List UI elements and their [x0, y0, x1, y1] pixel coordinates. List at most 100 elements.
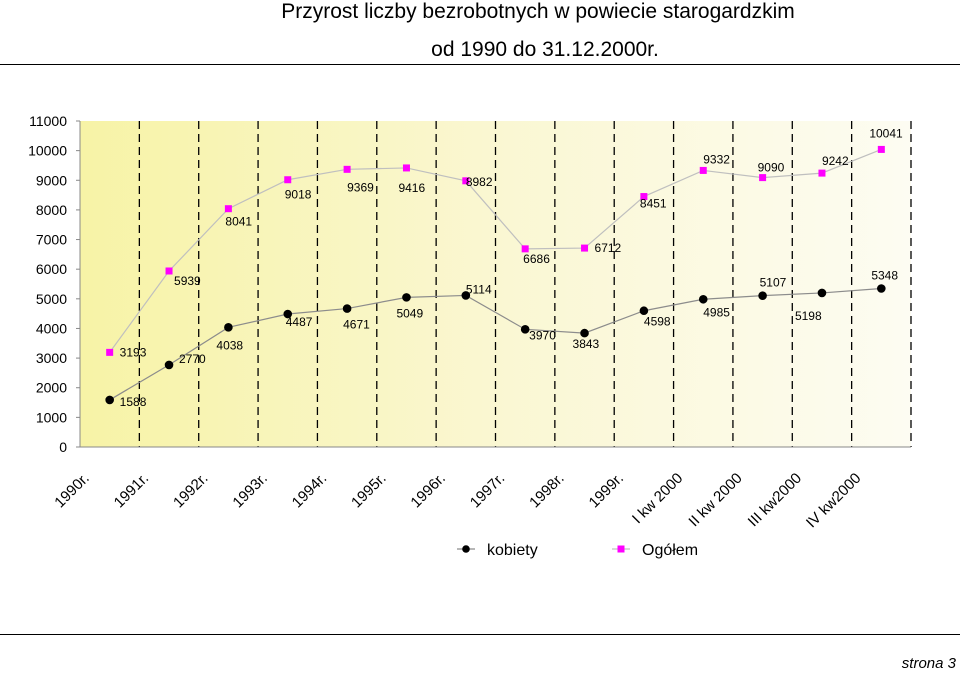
data-point-ogolem: [521, 245, 529, 253]
data-label: 4598: [644, 315, 671, 329]
y-tick-label: 6000: [36, 261, 67, 277]
y-tick-label: 2000: [36, 380, 67, 396]
data-label: 4038: [216, 338, 243, 352]
chart-title-line2: od 1990 do 31.12.2000r.: [431, 38, 659, 61]
bottom-divider: [0, 634, 960, 635]
data-point-kobiety: [342, 304, 352, 313]
data-label: 5939: [174, 274, 201, 288]
legend-item: kobiety: [457, 542, 538, 559]
data-point-ogolem: [165, 267, 173, 275]
x-tick-label: 1992r.: [170, 470, 212, 512]
x-tick-label: I kw 2000: [629, 470, 686, 527]
data-label: 2770: [179, 352, 206, 366]
x-tick-label: 1993r.: [229, 470, 271, 512]
chart-title-line1: Przyrost liczby bezrobotnych w powiecie …: [281, 0, 795, 23]
data-label: 9242: [822, 154, 849, 168]
data-point-ogolem: [462, 177, 470, 185]
x-axis: 1990r. 1991r. 1992r. 1993r. 1994r. 1995r. 1996…: [51, 446, 911, 532]
y-tick-label: 3000: [36, 350, 67, 366]
data-label: 5348: [871, 269, 898, 283]
y-tick-label: 1000: [36, 409, 67, 425]
page-footer: strona 3: [901, 655, 956, 672]
x-tick-label: II kw 2000: [685, 470, 745, 530]
data-label: 9369: [347, 180, 374, 194]
y-tick-label: 4000: [36, 320, 67, 336]
data-point-ogolem: [877, 145, 885, 153]
data-point-ogolem: [224, 205, 232, 213]
data-point-ogolem: [699, 166, 707, 174]
data-point-ogolem: [106, 348, 114, 356]
data-point-kobiety: [164, 360, 174, 370]
y-tick-label: 8000: [36, 202, 67, 218]
y-axis: 0 1000 2000 3000 4000 5000 6000 7000 8000 9000 100…: [28, 113, 81, 455]
y-tick-label: 7000: [36, 232, 67, 248]
data-point-kobiety: [283, 309, 293, 319]
data-label: 6686: [523, 252, 550, 266]
x-tick-label: 1999r.: [586, 470, 628, 512]
legend-label: kobiety: [487, 542, 538, 559]
legend-item: Ogółem: [612, 542, 698, 559]
legend: kobiety Ogółem: [457, 542, 698, 559]
data-point-kobiety: [461, 291, 471, 300]
x-tick-label: 1998r.: [526, 470, 568, 512]
data-point-ogolem: [343, 165, 351, 173]
x-tick-label: III kw2000: [745, 470, 805, 530]
y-tick-label: 0: [59, 439, 67, 455]
top-divider: [0, 64, 960, 65]
series-line-ogolem: [109, 148, 882, 353]
x-tick-label: 1991r.: [111, 470, 153, 512]
x-tick-label: 1990r.: [51, 470, 93, 512]
data-point-kobiety: [877, 284, 886, 293]
data-point-ogolem: [640, 193, 648, 201]
data-label: 9090: [758, 161, 785, 175]
data-label: 10041: [869, 126, 903, 140]
data-point-ogolem: [759, 174, 767, 182]
data-label: 9018: [285, 188, 312, 202]
legend-marker: [462, 545, 470, 553]
data-label: 3193: [120, 345, 147, 359]
data-label: 4487: [286, 315, 313, 329]
data-label: 6712: [595, 241, 622, 255]
x-tick-label: 1996r.: [407, 470, 449, 512]
data-label: 5114: [466, 282, 492, 296]
data-point-kobiety: [639, 306, 649, 316]
x-tick-label: 1995r.: [348, 470, 390, 512]
data-point-kobiety: [224, 323, 233, 332]
grid-lines: [138, 121, 912, 447]
series-line-kobiety: [109, 287, 882, 401]
series-group: [105, 145, 886, 405]
data-label: 9416: [398, 181, 425, 195]
y-tick-label: 10000: [28, 143, 67, 159]
data-label: 4671: [343, 318, 370, 332]
data-label: 8041: [225, 215, 252, 229]
data-label: 8982: [466, 175, 493, 189]
data-point-kobiety: [402, 293, 411, 302]
legend-label: Ogółem: [642, 542, 698, 559]
legend-marker: [617, 545, 625, 553]
y-tick-label: 9000: [36, 172, 67, 188]
data-point-ogolem: [284, 176, 292, 184]
data-label: 5198: [795, 309, 822, 323]
data-point-kobiety: [580, 328, 589, 338]
y-tick-label: 11000: [29, 113, 67, 129]
data-label: 4985: [703, 305, 730, 319]
data-point-kobiety: [105, 395, 114, 405]
data-point-ogolem: [818, 169, 826, 177]
data-point-kobiety: [758, 291, 767, 300]
data-point-ogolem: [402, 164, 410, 172]
x-tick-label: 1997r.: [467, 470, 509, 512]
data-label: 3970: [529, 328, 556, 342]
data-label: 9332: [703, 152, 730, 166]
data-point-kobiety: [817, 288, 827, 298]
x-tick-label: 1994r.: [289, 470, 331, 512]
data-point-kobiety: [520, 325, 530, 334]
data-label: 5049: [396, 306, 423, 320]
data-label: 3843: [573, 337, 600, 351]
data-label: 8451: [640, 197, 667, 211]
data-point-ogolem: [581, 244, 589, 252]
x-tick-label: IV kw2000: [803, 470, 865, 532]
data-label: 1588: [120, 395, 147, 409]
data-point-kobiety: [698, 294, 708, 304]
data-labels: 1588 2770 4038 4487 4671 5049 5114 3970 3843 4598…: [120, 126, 903, 409]
